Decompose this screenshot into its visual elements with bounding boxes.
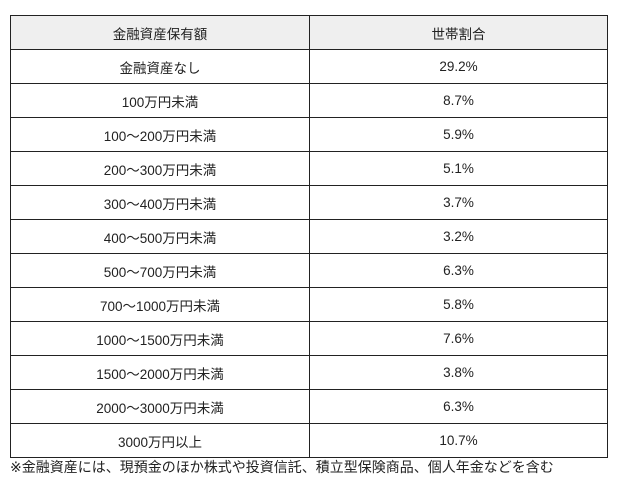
table-row: 200〜300万円未満 5.1% — [10, 151, 608, 186]
asset-range-cell: 1500〜2000万円未満 — [10, 355, 310, 390]
asset-range-cell: 2000〜3000万円未満 — [10, 389, 310, 424]
footnote: ※金融資産には、現預金のほか株式や投資信託、積立型保険商品、個人年金などを含む — [10, 459, 554, 475]
table-row: 金融資産なし 29.2% — [10, 49, 608, 84]
table-row: 100万円未満 8.7% — [10, 83, 608, 118]
asset-range-cell: 700〜1000万円未満 — [10, 287, 310, 322]
share-cell: 3.2% — [309, 219, 608, 254]
table-row: 400〜500万円未満 3.2% — [10, 219, 608, 254]
share-cell: 6.3% — [309, 389, 608, 424]
asset-range-cell: 3000万円以上 — [10, 423, 310, 458]
table-row: 1500〜2000万円未満 3.8% — [10, 355, 608, 390]
header-asset-amount: 金融資産保有額 — [10, 15, 310, 50]
share-cell: 29.2% — [309, 49, 608, 84]
asset-range-cell: 400〜500万円未満 — [10, 219, 310, 254]
asset-range-cell: 500〜700万円未満 — [10, 253, 310, 288]
share-cell: 6.3% — [309, 253, 608, 288]
table-row: 1000〜1500万円未満 7.6% — [10, 321, 608, 356]
asset-range-cell: 300〜400万円未満 — [10, 185, 310, 220]
table-row: 300〜400万円未満 3.7% — [10, 185, 608, 220]
asset-range-cell: 100〜200万円未満 — [10, 117, 310, 152]
asset-range-cell: 1000〜1500万円未満 — [10, 321, 310, 356]
asset-range-cell: 金融資産なし — [10, 49, 310, 84]
table-row: 100〜200万円未満 5.9% — [10, 117, 608, 152]
asset-range-cell: 200〜300万円未満 — [10, 151, 310, 186]
table-row: 500〜700万円未満 6.3% — [10, 253, 608, 288]
share-cell: 5.8% — [309, 287, 608, 322]
table-row: 3000万円以上 10.7% — [10, 423, 608, 458]
table-header-row: 金融資産保有額 世帯割合 — [10, 15, 608, 50]
asset-range-cell: 100万円未満 — [10, 83, 310, 118]
share-cell: 5.1% — [309, 151, 608, 186]
share-cell: 3.8% — [309, 355, 608, 390]
share-cell: 7.6% — [309, 321, 608, 356]
header-household-share: 世帯割合 — [309, 15, 608, 50]
table-row: 700〜1000万円未満 5.8% — [10, 287, 608, 322]
share-cell: 3.7% — [309, 185, 608, 220]
table-row: 2000〜3000万円未満 6.3% — [10, 389, 608, 424]
share-cell: 8.7% — [309, 83, 608, 118]
share-cell: 5.9% — [309, 117, 608, 152]
asset-distribution-table: 金融資産保有額 世帯割合 金融資産なし 29.2% 100万円未満 8.7% 100〜2… — [10, 15, 608, 458]
share-cell: 10.7% — [309, 423, 608, 458]
